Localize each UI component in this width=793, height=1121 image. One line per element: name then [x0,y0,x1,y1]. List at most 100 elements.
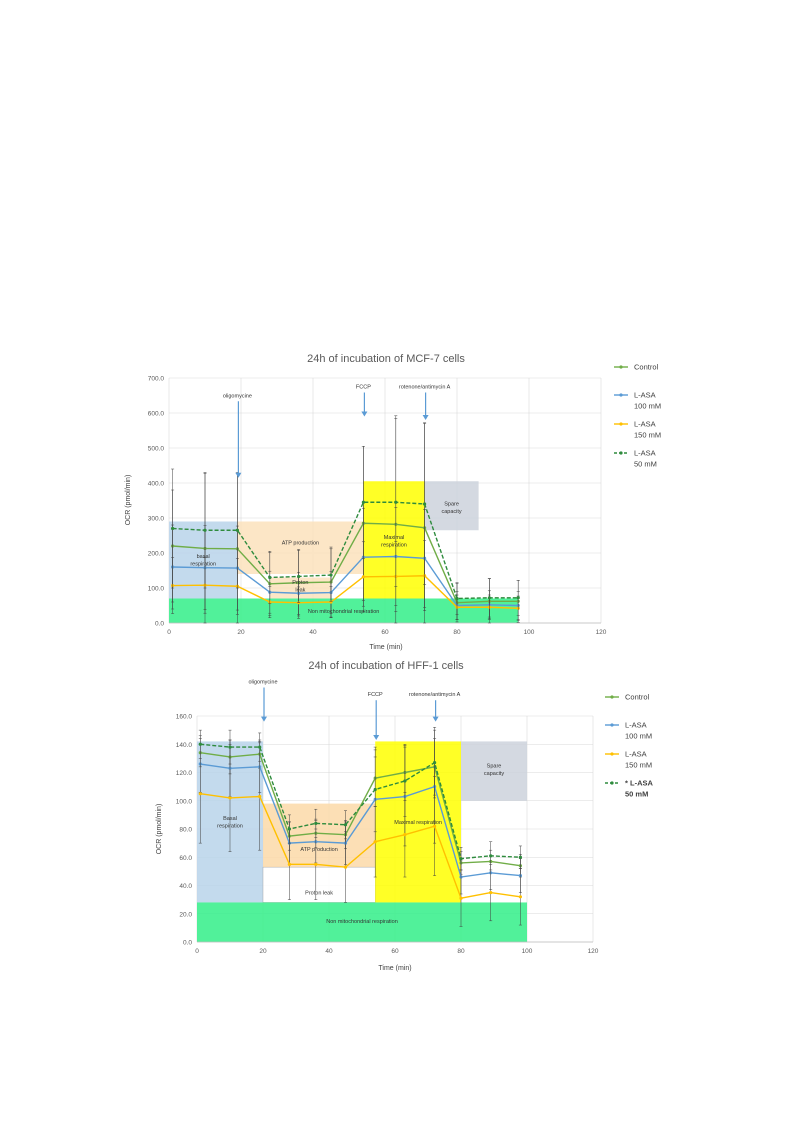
region-label: Non mitochondrial respiration [326,919,398,925]
x-tick-label: 20 [237,629,245,636]
region-box [461,741,527,801]
chart-mcf7-ylabel: OCR (pmol/min) [125,475,132,526]
data-point [287,862,291,866]
series-line [200,743,521,860]
legend-marker [610,752,614,756]
data-point [489,890,493,895]
legend-label: L-ASA 50 mM [634,449,657,469]
chart-hff1-plot: 0.0 20.0 40.0 60.0 80.0 100.0 120.0 140.0 160.0 0… [176,680,599,955]
data-point [433,761,437,765]
injection-label: oligomycine [223,393,252,399]
region-box [237,521,364,574]
chart-hff1-xlabel: Time (min) [378,965,411,972]
legend-marker [610,723,614,727]
legend-label-line: L-ASA [625,721,647,730]
data-point [459,857,463,861]
data-point [518,895,523,899]
data-point [235,528,239,532]
legend-marker [610,781,614,785]
injection-label: FCCP [356,385,371,391]
series-line [200,752,521,867]
data-point [373,840,377,844]
y-tick-label: 100.0 [176,798,193,805]
x-tick-label: 20 [259,948,267,955]
data-point [516,596,520,600]
region-box [169,521,238,599]
x-tick-label: 40 [309,629,317,636]
data-point [258,745,262,749]
region-label-line: Basal [223,816,237,822]
data-point [433,824,437,828]
x-tick-label: 120 [588,948,599,955]
region-label-line: Proton [292,580,308,586]
y-tick-label: 400.0 [148,481,165,488]
legend-label-line: 50 mM [625,790,648,799]
x-tick-label: 0 [195,948,199,955]
chart-mcf7-plot: 0.0 100.0 200.0 300.0 400.0 500.0 600.0 700.0 0 2… [148,376,607,637]
chart-hff1-legend: Control L-ASA 100 mM L-ASA 150 mM * L-ASA 50 m… [605,693,654,799]
region-label: ATP production [282,541,319,547]
legend-label-line: L-ASA [634,449,656,458]
region-label-line: Spare [444,502,459,508]
data-point [203,528,207,532]
y-tick-label: 600.0 [148,411,165,418]
chart-hff1: 24h of incubation of HFF-1 cells 0.0 20.0… [156,660,654,972]
region-box [197,902,527,942]
legend-label-line: L-ASA [634,391,656,400]
data-point [198,792,202,796]
data-point [343,823,348,827]
legend-label: Control [634,363,659,372]
region-label: Spare capacity [484,764,504,778]
legend-label-line: 150 mM [634,431,661,440]
legend-label: L-ASA 100 mM [625,721,652,741]
data-point [518,855,523,859]
region-box [375,741,461,903]
region-label-line: leak [295,587,305,593]
legend-label-line: * L-ASA [625,779,654,788]
legend-marker [610,695,614,699]
data-point [403,779,407,783]
injection-label: FCCP [368,692,383,698]
region-label: Proton leak [292,580,308,594]
legend-label-line: 50 mM [634,460,657,469]
legend-label-line: 150 mM [625,761,652,770]
data-point [487,596,491,600]
legend-label-line: Control [634,363,659,372]
series-line [200,792,521,900]
series-3 [171,418,520,618]
data-point [489,854,493,858]
legend-marker [619,365,623,369]
x-tick-label: 0 [167,629,171,636]
injection-label: oligomycine [248,680,277,686]
region-label-line: respiration [217,823,243,829]
chart-hff1-ylabel: OCR (pmol/min) [156,804,163,855]
region-label: Maximal respiration [394,820,442,826]
series-line [200,763,521,878]
x-tick-label: 100 [524,629,535,636]
x-tick-label: 80 [453,629,461,636]
chart-mcf7-title: 24h of incubation of MCF-7 cells [307,353,465,365]
region-label-line: capacity [484,771,504,777]
injection-label: rotenone/antimycin A [409,692,461,698]
y-tick-label: 200.0 [148,551,165,558]
y-tick-label: 40.0 [179,883,192,890]
data-point [373,787,377,792]
legend-marker [619,393,623,397]
data-point [198,742,202,746]
x-tick-label: 60 [391,948,399,955]
injection-arrow-head [422,415,429,420]
series-2 [198,742,523,927]
chart-hff1-title: 24h of incubation of HFF-1 cells [308,660,464,672]
y-tick-label: 20.0 [179,911,192,918]
region-box [363,481,425,599]
y-tick-label: 120.0 [176,770,193,777]
region-label-line: basal [197,554,210,560]
y-tick-label: 300.0 [148,516,165,523]
y-tick-label: 160.0 [176,714,193,721]
x-tick-label: 120 [596,629,607,636]
data-point [361,575,365,579]
y-tick-label: 140.0 [176,742,193,749]
data-point [361,500,365,504]
injection-arrow-head [261,716,267,722]
legend-label: * L-ASA 50 mM [625,779,654,799]
